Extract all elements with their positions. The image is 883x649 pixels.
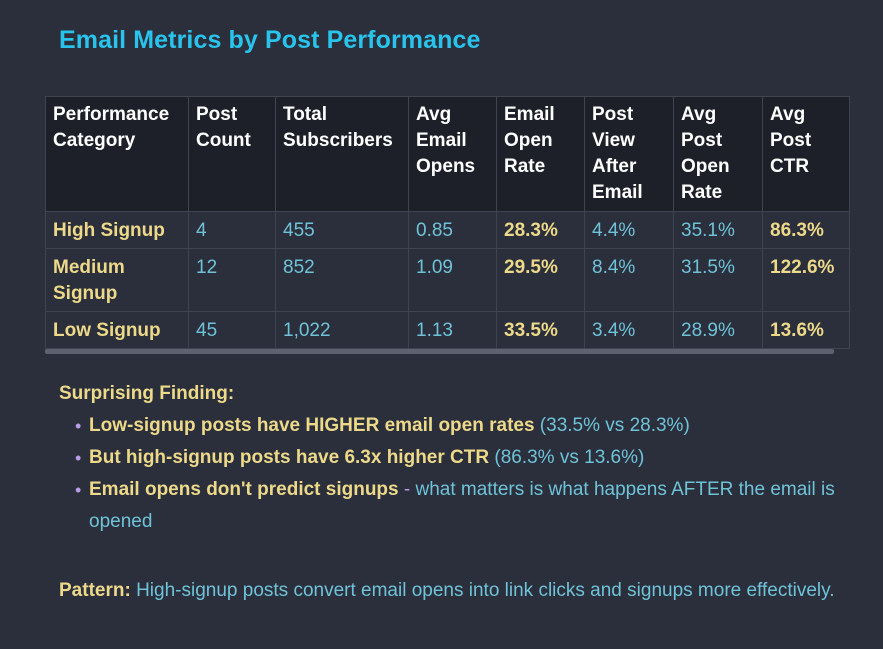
page-title: Email Metrics by Post Performance (59, 26, 481, 54)
list-item: • Email opens don't predict signups - wh… (75, 474, 839, 538)
header-post-view-after-email: Post View After Email (584, 96, 674, 212)
cell-total-subscribers: 852 (275, 248, 409, 312)
list-item: • Low-signup posts have HIGHER email ope… (75, 410, 839, 442)
finding-separator: - (398, 479, 416, 500)
cell-avg-email-opens: 0.85 (408, 211, 497, 249)
cell-post-view-after-email: 3.4% (584, 311, 674, 349)
header-total-subscribers: Total Subscribers (275, 96, 409, 212)
finding-detail-text: (33.5% vs 28.3%) (534, 415, 690, 436)
cell-post-count: 4 (188, 211, 276, 249)
cell-post-count: 45 (188, 311, 276, 349)
cell-post-view-after-email: 4.4% (584, 211, 674, 249)
cell-email-open-rate: 28.3% (496, 211, 585, 249)
finding-bold-text: Email opens don't predict signups (89, 479, 399, 500)
header-email-open-rate: Email Open Rate (496, 96, 585, 212)
finding-detail-text: (86.3% vs 13.6%) (489, 447, 645, 468)
list-item: • But high-signup posts have 6.3x higher… (75, 442, 839, 474)
cell-category: Medium Signup (45, 248, 189, 312)
header-avg-post-open-rate: Avg Post Open Rate (673, 96, 763, 212)
cell-total-subscribers: 1,022 (275, 311, 409, 349)
findings-section: Surprising Finding: • Low-signup posts h… (59, 378, 839, 538)
cell-post-count: 12 (188, 248, 276, 312)
cell-avg-email-opens: 1.09 (408, 248, 497, 312)
finding-detail-text: what matters is what happens AFTER the e… (89, 479, 835, 532)
cell-avg-post-open-rate: 31.5% (673, 248, 763, 312)
bullet-icon: • (75, 416, 82, 436)
table-row: High Signup 4 455 0.85 28.3% 4.4% 35.1% … (45, 211, 850, 249)
header-post-count: Post Count (188, 96, 276, 212)
pattern-paragraph: Pattern: High-signup posts convert email… (59, 575, 849, 607)
table-header-row: Performance Category Post Count Total Su… (45, 96, 850, 212)
header-avg-email-opens: Avg Email Opens (408, 96, 497, 212)
cell-email-open-rate: 33.5% (496, 311, 585, 349)
table-row: Low Signup 45 1,022 1.13 33.5% 3.4% 28.9… (45, 311, 850, 349)
cell-category: High Signup (45, 211, 189, 249)
cell-avg-post-open-rate: 28.9% (673, 311, 763, 349)
findings-list: • Low-signup posts have HIGHER email ope… (59, 410, 839, 538)
cell-category: Low Signup (45, 311, 189, 349)
header-performance-category: Performance Category (45, 96, 189, 212)
pattern-label: Pattern: (59, 580, 131, 601)
metrics-table-container: Performance Category Post Count Total Su… (45, 96, 850, 354)
cell-avg-post-ctr: 122.6% (762, 248, 850, 312)
cell-avg-post-ctr: 86.3% (762, 211, 850, 249)
cell-avg-email-opens: 1.13 (408, 311, 497, 349)
metrics-table: Performance Category Post Count Total Su… (45, 96, 850, 349)
header-avg-post-ctr: Avg Post CTR (762, 96, 850, 212)
table-row: Medium Signup 12 852 1.09 29.5% 8.4% 31.… (45, 248, 850, 312)
cell-avg-post-open-rate: 35.1% (673, 211, 763, 249)
bullet-icon: • (75, 448, 82, 468)
findings-heading: Surprising Finding: (59, 383, 235, 404)
finding-bold-text: Low-signup posts have HIGHER email open … (89, 415, 535, 436)
cell-avg-post-ctr: 13.6% (762, 311, 850, 349)
cell-total-subscribers: 455 (275, 211, 409, 249)
pattern-text: High-signup posts convert email opens in… (130, 580, 835, 601)
cell-email-open-rate: 29.5% (496, 248, 585, 312)
horizontal-scrollbar[interactable] (45, 349, 834, 354)
finding-bold-text: But high-signup posts have 6.3x higher C… (89, 447, 490, 468)
bullet-icon: • (75, 480, 82, 500)
cell-post-view-after-email: 8.4% (584, 248, 674, 312)
